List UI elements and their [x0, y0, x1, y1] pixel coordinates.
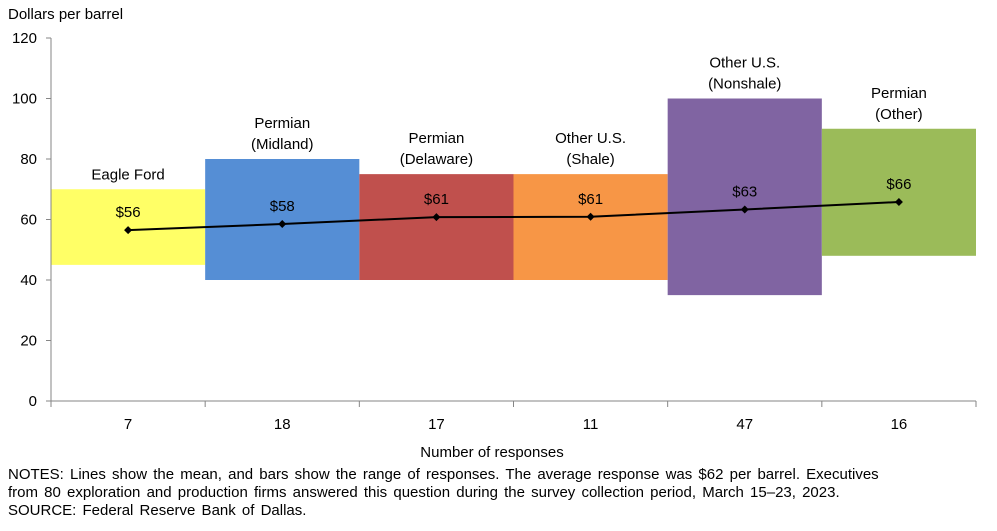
y-tick-label: 0 — [29, 393, 37, 410]
mean-marker — [586, 212, 595, 221]
y-tick-label: 100 — [12, 91, 37, 108]
y-tick-label: 80 — [20, 151, 37, 168]
mean-data-label: $63 — [732, 184, 757, 201]
y-axis-title: Dollars per barrel — [8, 6, 123, 23]
range-bar — [667, 98, 822, 296]
range-bar — [359, 174, 514, 280]
bar-category-label: Permian — [871, 85, 927, 102]
x-tick-label: 17 — [428, 416, 445, 433]
mean-data-label: $58 — [270, 198, 295, 215]
y-tick-label: 60 — [20, 212, 37, 229]
range-bar — [205, 159, 360, 280]
x-tick-label: 16 — [891, 416, 908, 433]
mean-data-label: $56 — [116, 204, 141, 221]
x-axis-title: Number of responses — [420, 444, 563, 461]
x-tick-label: 18 — [274, 416, 291, 433]
source-line: SOURCE: Federal Reserve Bank of Dallas. — [8, 502, 307, 519]
bar-category-label: Permian — [254, 115, 310, 132]
mean-marker — [124, 226, 133, 235]
bar-category-label: Permian — [408, 130, 464, 147]
mean-marker — [740, 205, 749, 214]
notes-line-2: from 80 exploration and production firms… — [8, 484, 840, 501]
bar-category-label: (Delaware) — [400, 151, 473, 168]
mean-data-label: $61 — [424, 191, 449, 208]
bar-category-label: Other U.S. — [555, 130, 626, 147]
mean-data-label: $66 — [886, 176, 911, 193]
mean-line — [128, 200, 899, 232]
notes-block: NOTES: Lines show the mean, and bars sho… — [8, 466, 993, 520]
range-chart: Dollars per barrel 0 20 40 60 80 100 120 7 18 17 1… — [8, 6, 977, 461]
x-tick-label: 47 — [736, 416, 753, 433]
bar-category-label: (Other) — [875, 106, 923, 123]
bar-category-label: (Shale) — [566, 151, 614, 168]
y-tick-label: 40 — [20, 272, 37, 289]
x-tick-label: 7 — [124, 416, 132, 433]
mean-marker — [894, 197, 903, 206]
mean-marker — [432, 213, 441, 222]
bar-category-label: Eagle Ford — [91, 166, 164, 183]
y-tick-label: 20 — [20, 333, 37, 350]
y-tick-label: 120 — [12, 30, 37, 47]
range-bar — [513, 174, 668, 280]
mean-data-label: $61 — [578, 191, 603, 208]
bar-category-label: Other U.S. — [709, 55, 780, 72]
bar-category-label: (Midland) — [251, 136, 314, 153]
range-bar — [821, 128, 976, 256]
bar-category-label: (Nonshale) — [708, 76, 781, 93]
mean-marker — [278, 220, 287, 229]
notes-line-1: NOTES: Lines show the mean, and bars sho… — [8, 466, 879, 483]
x-tick-label: 11 — [583, 416, 599, 433]
